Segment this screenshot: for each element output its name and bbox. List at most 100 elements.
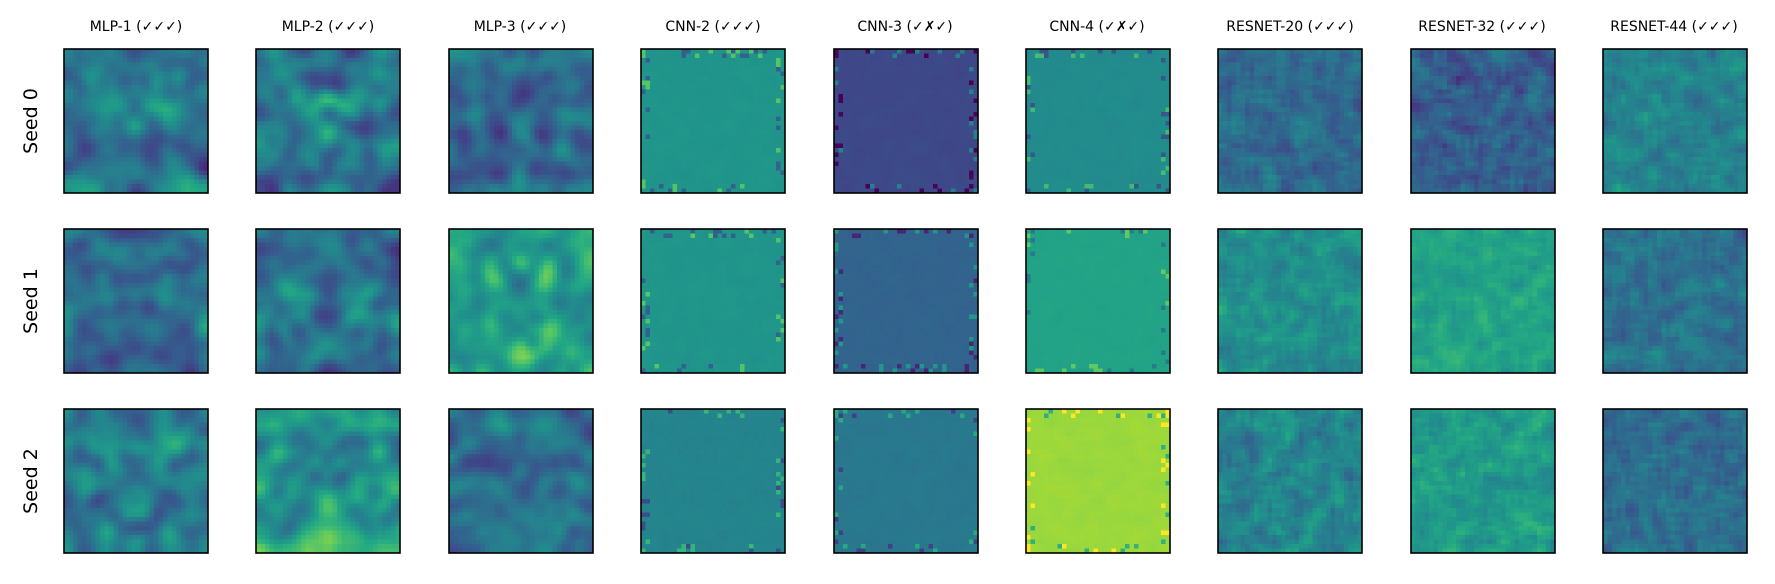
heatmap-cell: [323, 80, 329, 86]
heatmap-cell: [717, 116, 723, 122]
heatmap-cell: [543, 134, 549, 140]
heatmap-cell: [946, 89, 952, 95]
heatmap-cell: [471, 166, 477, 171]
heatmap-cell: [722, 125, 727, 131]
heatmap-cell: [749, 170, 754, 176]
heatmap-cell: [109, 49, 114, 54]
heatmap-cell: [874, 116, 880, 122]
heatmap-cell: [892, 134, 898, 140]
heatmap-cell: [740, 80, 745, 86]
heatmap-cell: [843, 71, 848, 77]
heatmap-cell: [704, 134, 709, 140]
heatmap-cell: [449, 80, 454, 86]
heatmap-cell: [355, 121, 360, 126]
heatmap-cell: [780, 152, 786, 158]
heatmap-cell: [776, 76, 781, 81]
heatmap-cell: [86, 107, 92, 113]
heatmap-cell: [104, 148, 110, 153]
heatmap-cell: [498, 80, 504, 86]
heatmap-cell: [498, 49, 504, 54]
heatmap-cell: [964, 71, 970, 77]
heatmap-cell: [77, 67, 83, 72]
heatmap-cell: [874, 121, 880, 126]
heatmap-cell: [543, 188, 549, 194]
heatmap-cell: [780, 175, 786, 180]
heatmap-cell: [386, 94, 392, 99]
heatmap-cell: [870, 157, 875, 162]
heatmap-cell: [395, 175, 401, 180]
heatmap-cell: [919, 130, 925, 135]
heatmap-cell: [749, 49, 754, 54]
heatmap-cell: [530, 139, 535, 144]
heatmap-cell: [355, 67, 360, 72]
heatmap-cell: [154, 152, 159, 158]
heatmap-cell: [359, 139, 365, 144]
heatmap-cell: [874, 76, 880, 81]
heatmap-cell: [960, 80, 965, 86]
heatmap-cell: [167, 188, 173, 194]
heatmap-cell: [937, 125, 943, 131]
heatmap-cell: [548, 161, 553, 167]
heatmap-cell: [91, 130, 96, 135]
heatmap-cell: [566, 107, 571, 113]
heatmap-cell: [462, 98, 468, 104]
heatmap-cell: [364, 188, 369, 194]
heatmap-cell: [659, 152, 664, 158]
heatmap-cell: [861, 121, 866, 126]
heatmap-cell: [359, 58, 365, 63]
heatmap-cell: [127, 179, 132, 185]
heatmap-cell: [350, 67, 356, 72]
heatmap-cell: [64, 134, 69, 140]
heatmap-cell: [838, 80, 844, 86]
heatmap-cell: [68, 134, 74, 140]
heatmap-cell: [127, 152, 132, 158]
heatmap-cell: [100, 112, 105, 117]
heatmap-cell: [753, 179, 759, 185]
heatmap-cell: [377, 112, 383, 117]
heatmap-cell: [314, 62, 320, 68]
heatmap-cell: [328, 103, 333, 108]
heatmap-cell: [847, 58, 853, 63]
heatmap-cell: [314, 175, 320, 180]
heatmap-cell: [494, 85, 499, 90]
heatmap-cell: [740, 67, 745, 72]
heatmap-cell: [194, 53, 200, 59]
heatmap-cell: [314, 98, 320, 104]
heatmap-cell: [584, 112, 589, 117]
heatmap-cell: [865, 116, 871, 122]
heatmap-cell: [489, 49, 495, 54]
heatmap-cell: [73, 170, 78, 176]
heatmap-cell: [149, 148, 155, 153]
heatmap-cell: [391, 53, 396, 59]
heatmap-cell: [346, 175, 351, 180]
heatmap-cell: [847, 62, 853, 68]
heatmap-cell: [149, 80, 155, 86]
heatmap-cell: [901, 85, 907, 90]
heatmap-cell: [575, 170, 580, 176]
heatmap-cell: [708, 103, 714, 108]
heatmap-cell: [199, 112, 204, 117]
heatmap-cell: [659, 58, 664, 63]
heatmap-cell: [946, 67, 952, 72]
heatmap-cell: [109, 125, 114, 131]
heatmap-cell: [695, 58, 700, 63]
heatmap-cell: [762, 112, 768, 117]
heatmap-cell: [726, 170, 732, 176]
heatmap-cell: [346, 103, 351, 108]
heatmap-cell: [73, 103, 78, 108]
heatmap-cell: [364, 161, 369, 167]
heatmap-cell: [543, 121, 549, 126]
heatmap-cell: [749, 157, 754, 162]
heatmap-cell: [489, 139, 495, 144]
heatmap-cell: [771, 62, 777, 68]
heatmap-cell: [453, 175, 459, 180]
heatmap-cell: [265, 179, 270, 185]
heatmap-cell: [521, 152, 526, 158]
heatmap-cell: [449, 188, 454, 194]
heatmap-cell: [314, 67, 320, 72]
heatmap-cell: [879, 112, 884, 117]
heatmap-cell: [145, 134, 150, 140]
heatmap-cell: [86, 94, 92, 99]
heatmap-cell: [856, 89, 862, 95]
heatmap-cell: [131, 71, 137, 77]
